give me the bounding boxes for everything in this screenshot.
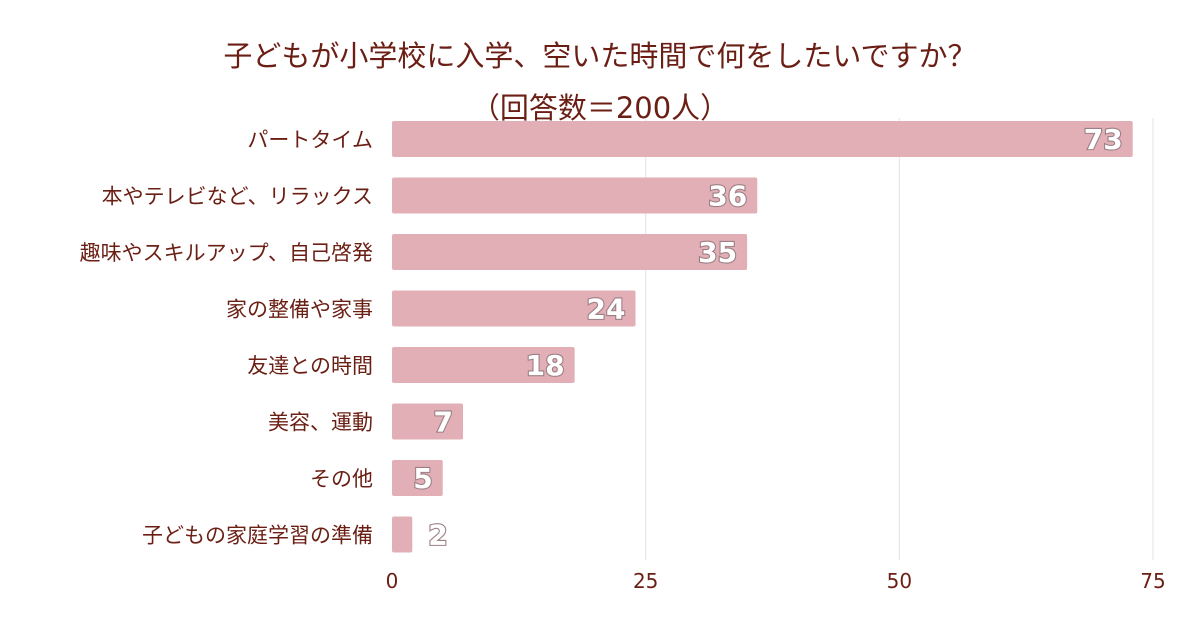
category-label: 本やテレビなど、リラックス: [102, 185, 373, 209]
category-label: 友達との時間: [247, 354, 373, 378]
bar: [392, 460, 443, 496]
category-label: 趣味やスキルアップ、自己啓発: [80, 241, 373, 265]
chart-subtitle: （回答数＝200人）: [470, 91, 730, 125]
bar: [392, 290, 636, 327]
category-label: その他: [310, 467, 373, 491]
value-label: 2: [428, 519, 447, 552]
bar: [392, 347, 575, 383]
x-tick-label: 0: [386, 569, 399, 593]
category-label: パートタイム: [247, 128, 373, 152]
value-label: 35: [698, 236, 737, 269]
value-label: 24: [587, 293, 626, 326]
bar: [392, 234, 748, 270]
bar: [392, 177, 758, 214]
value-label: 73: [1084, 123, 1123, 156]
chart-title: 子どもが小学校に入学、空いた時間で何をしたいですか？: [223, 39, 977, 73]
bar: [392, 121, 1133, 157]
chart-title-block: 子どもが小学校に入学、空いた時間で何をしたいですか？ （回答数＝200人）: [0, 30, 1200, 134]
x-tick-label: 25: [633, 569, 658, 593]
category-label: 家の整備や家事: [226, 298, 373, 322]
bar: [392, 403, 464, 440]
bar: [392, 516, 413, 553]
value-label: 7: [434, 406, 453, 439]
value-label: 18: [526, 349, 565, 382]
category-label: 美容、運動: [268, 411, 373, 435]
category-label: 子どもの家庭学習の準備: [142, 524, 373, 548]
x-tick-label: 75: [1140, 569, 1165, 593]
value-label: 36: [708, 180, 747, 213]
x-tick-label: 50: [887, 569, 912, 593]
value-label: 5: [413, 462, 432, 495]
